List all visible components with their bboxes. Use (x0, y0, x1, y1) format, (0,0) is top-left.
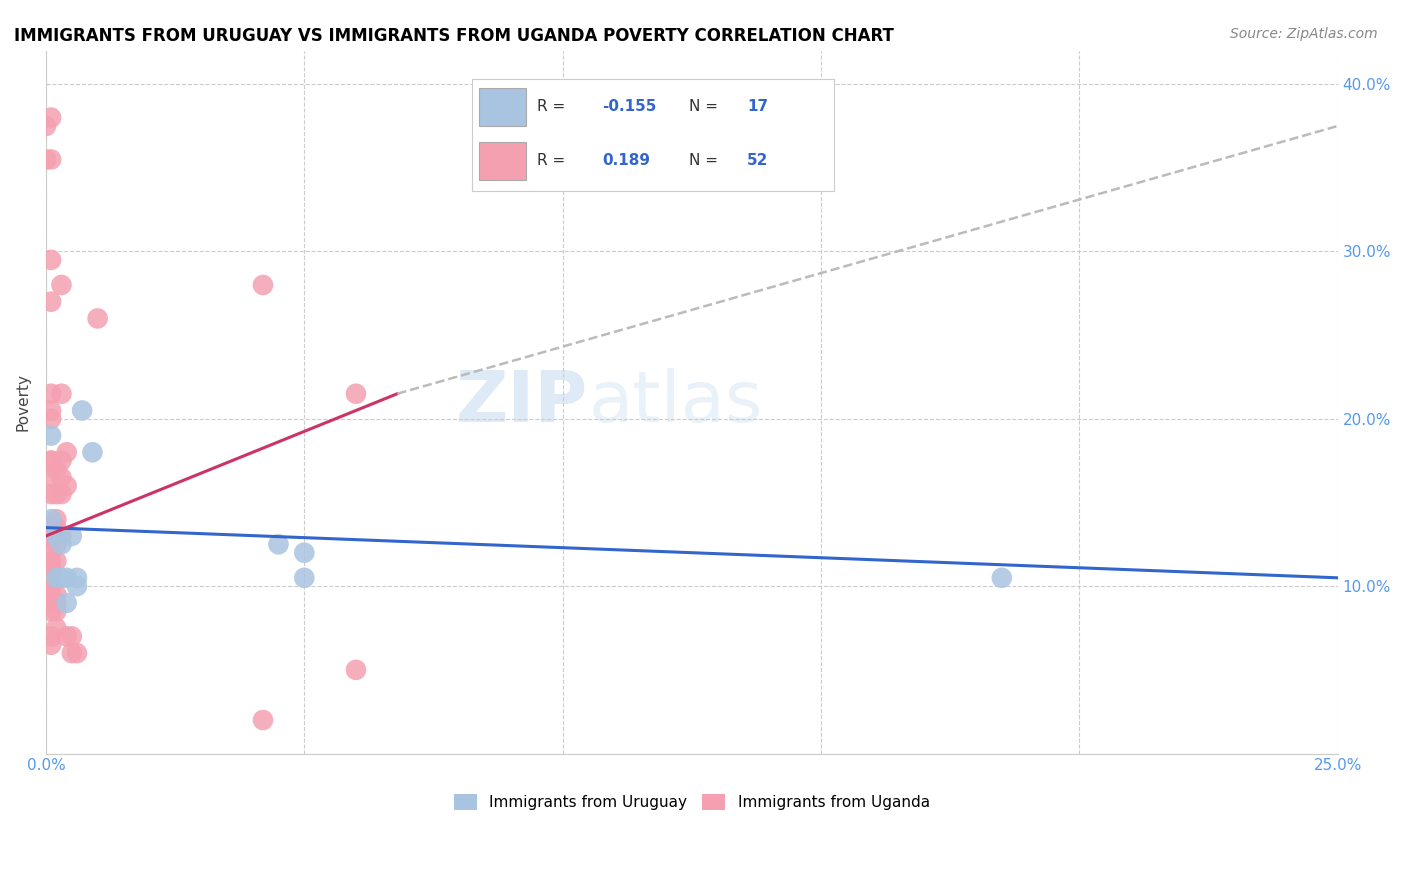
Text: ZIP: ZIP (456, 368, 589, 436)
Point (45, 520, 67, 534)
Point (39, 604, 62, 618)
Point (45, 529, 67, 543)
Point (70, 403, 93, 417)
Point (45, 487, 67, 501)
Text: Source: ZipAtlas.com: Source: ZipAtlas.com (1230, 27, 1378, 41)
Point (39, 252, 62, 267)
Point (45, 529, 67, 543)
Point (51, 529, 73, 543)
Point (51, 470, 73, 484)
Point (51, 487, 73, 501)
Point (39, 529, 62, 543)
Point (66, 646, 89, 660)
Point (39, 403, 62, 417)
Y-axis label: Poverty: Poverty (15, 373, 30, 431)
Point (344, 386, 367, 401)
Point (39, 294, 62, 309)
Point (86, 311, 108, 326)
Text: IMMIGRANTS FROM URUGUAY VS IMMIGRANTS FROM UGANDA POVERTY CORRELATION CHART: IMMIGRANTS FROM URUGUAY VS IMMIGRANTS FR… (14, 27, 894, 45)
Point (39, 487, 62, 501)
Point (292, 546, 315, 560)
Point (51, 386, 73, 401)
Point (55, 629, 77, 643)
Point (39, 588, 62, 602)
Point (35, 153, 58, 167)
Point (39, 562, 62, 576)
Point (45, 596, 67, 610)
Point (991, 571, 1014, 585)
Point (45, 571, 67, 585)
Point (39, 428, 62, 442)
Point (60, 646, 83, 660)
Point (39, 546, 62, 560)
Legend: Immigrants from Uruguay, Immigrants from Uganda: Immigrants from Uruguay, Immigrants from… (449, 788, 936, 816)
Point (252, 277, 274, 292)
Point (39, 111, 62, 125)
Point (39, 153, 62, 167)
Point (55, 479, 77, 493)
Point (39, 470, 62, 484)
Point (55, 445, 77, 459)
Point (51, 277, 73, 292)
Point (45, 621, 67, 635)
Point (55, 571, 77, 585)
Point (35, 119, 58, 133)
Point (292, 571, 315, 585)
Point (39, 638, 62, 652)
Point (39, 596, 62, 610)
Point (66, 579, 89, 593)
Point (39, 579, 62, 593)
Point (51, 453, 73, 467)
Point (39, 386, 62, 401)
Point (39, 453, 62, 467)
Point (60, 529, 83, 543)
Point (39, 520, 62, 534)
Point (252, 713, 274, 727)
Point (39, 512, 62, 526)
Point (39, 453, 62, 467)
Point (45, 512, 67, 526)
Point (45, 554, 67, 568)
Point (267, 537, 290, 551)
Point (55, 596, 77, 610)
Point (39, 412, 62, 426)
Point (45, 462, 67, 476)
Point (39, 629, 62, 643)
Text: atlas: atlas (589, 368, 763, 436)
Point (344, 663, 367, 677)
Point (45, 537, 67, 551)
Point (39, 554, 62, 568)
Point (51, 571, 73, 585)
Point (66, 571, 89, 585)
Point (45, 604, 67, 618)
Point (45, 588, 67, 602)
Point (51, 537, 73, 551)
Point (39, 571, 62, 585)
Point (60, 629, 83, 643)
Point (82, 445, 104, 459)
